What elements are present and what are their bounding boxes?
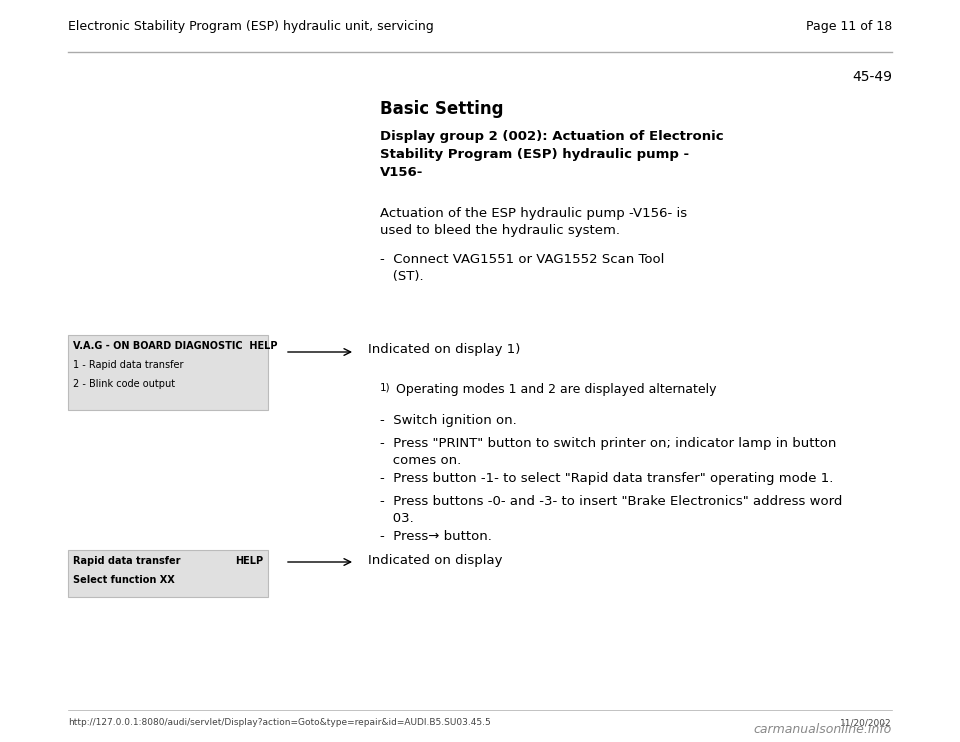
- Text: Operating modes 1 and 2 are displayed alternately: Operating modes 1 and 2 are displayed al…: [392, 383, 716, 396]
- Text: -  Press button -1- to select "Rapid data transfer" operating mode 1.: - Press button -1- to select "Rapid data…: [380, 472, 833, 485]
- Text: Rapid data transfer: Rapid data transfer: [73, 556, 180, 566]
- Text: -  Connect VAG1551 or VAG1552 Scan Tool: - Connect VAG1551 or VAG1552 Scan Tool: [380, 253, 664, 266]
- Text: -  Press buttons -0- and -3- to insert "Brake Electronics" address word: - Press buttons -0- and -3- to insert "B…: [380, 495, 842, 508]
- Text: V.A.G - ON BOARD DIAGNOSTIC  HELP: V.A.G - ON BOARD DIAGNOSTIC HELP: [73, 341, 277, 351]
- Text: -  Press "PRINT" button to switch printer on; indicator lamp in button: - Press "PRINT" button to switch printer…: [380, 437, 836, 450]
- Text: -  Press→ button.: - Press→ button.: [380, 530, 492, 543]
- Text: 2 - Blink code output: 2 - Blink code output: [73, 379, 175, 389]
- Text: HELP: HELP: [235, 556, 263, 566]
- Text: carmanualsonline.info: carmanualsonline.info: [754, 723, 892, 736]
- Text: Stability Program (ESP) hydraulic pump -: Stability Program (ESP) hydraulic pump -: [380, 148, 689, 161]
- Text: Select function XX: Select function XX: [73, 575, 175, 585]
- Text: comes on.: comes on.: [380, 454, 461, 467]
- Text: 45-49: 45-49: [852, 70, 892, 84]
- Text: Page 11 of 18: Page 11 of 18: [805, 20, 892, 33]
- Text: 03.: 03.: [380, 512, 414, 525]
- Text: 11/20/2002: 11/20/2002: [840, 718, 892, 727]
- Bar: [68, 335, 268, 410]
- Text: -  Switch ignition on.: - Switch ignition on.: [380, 414, 516, 427]
- Text: Basic Setting: Basic Setting: [380, 100, 503, 118]
- Text: V156-: V156-: [380, 166, 423, 179]
- Text: Indicated on display 1): Indicated on display 1): [368, 343, 520, 356]
- Bar: [68, 550, 268, 597]
- Text: Display group 2 (002): Actuation of Electronic: Display group 2 (002): Actuation of Elec…: [380, 130, 724, 143]
- Text: Indicated on display: Indicated on display: [368, 554, 502, 567]
- Text: Actuation of the ESP hydraulic pump -V156- is: Actuation of the ESP hydraulic pump -V15…: [380, 207, 687, 220]
- Text: 1): 1): [380, 383, 391, 393]
- Text: 1 - Rapid data transfer: 1 - Rapid data transfer: [73, 360, 183, 370]
- Text: http://127.0.0.1:8080/audi/servlet/Display?action=Goto&type=repair&id=AUDI.B5.SU: http://127.0.0.1:8080/audi/servlet/Displ…: [68, 718, 491, 727]
- Text: used to bleed the hydraulic system.: used to bleed the hydraulic system.: [380, 224, 620, 237]
- Text: Electronic Stability Program (ESP) hydraulic unit, servicing: Electronic Stability Program (ESP) hydra…: [68, 20, 434, 33]
- Text: (ST).: (ST).: [380, 270, 423, 283]
